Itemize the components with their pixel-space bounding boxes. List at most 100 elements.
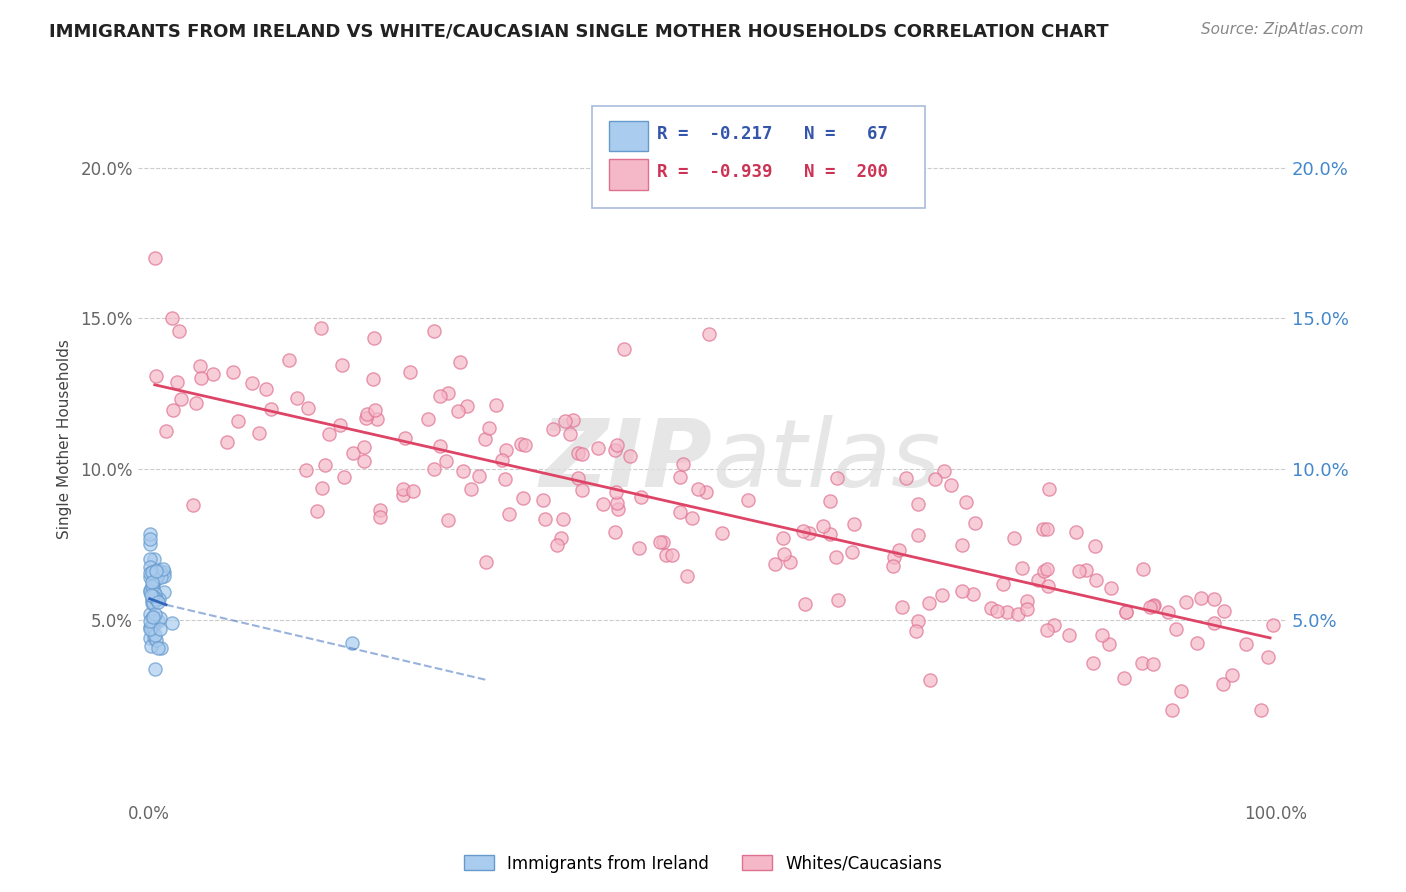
Point — [688, 482, 710, 496]
Point — [447, 404, 470, 418]
Point — [512, 491, 534, 505]
Point — [353, 440, 375, 454]
Point — [422, 462, 444, 476]
Point — [1067, 564, 1090, 578]
Point — [145, 564, 167, 578]
Point — [1142, 657, 1164, 671]
Point — [423, 325, 446, 339]
Point — [918, 673, 941, 688]
Point — [141, 611, 163, 625]
Point — [141, 566, 163, 581]
Point — [363, 331, 385, 345]
Point — [226, 415, 249, 429]
Point — [567, 471, 589, 485]
Point — [1212, 677, 1234, 691]
Point — [1257, 649, 1279, 664]
Point — [202, 367, 225, 381]
Point — [340, 636, 363, 650]
Point — [142, 615, 165, 629]
Point — [474, 432, 496, 446]
Point — [605, 485, 627, 500]
Point — [1084, 574, 1107, 588]
Point — [141, 610, 163, 624]
Point — [311, 481, 333, 495]
Point — [907, 497, 929, 511]
Point — [1036, 623, 1059, 637]
Point — [567, 446, 589, 460]
Point — [418, 411, 440, 425]
Point — [1213, 604, 1236, 618]
Point — [531, 492, 554, 507]
Point — [491, 453, 513, 467]
Point — [763, 557, 786, 571]
Point — [668, 469, 690, 483]
Point — [145, 592, 167, 607]
Point — [363, 403, 385, 417]
Point — [1007, 607, 1029, 621]
Point — [141, 565, 163, 579]
Point — [146, 595, 169, 609]
Text: Source: ZipAtlas.com: Source: ZipAtlas.com — [1201, 22, 1364, 37]
Point — [166, 376, 188, 390]
Point — [1115, 605, 1137, 619]
Point — [141, 596, 163, 610]
Point — [554, 414, 576, 428]
Point — [278, 353, 301, 368]
Point — [918, 596, 941, 610]
Point — [1084, 539, 1107, 553]
Point — [356, 407, 378, 421]
Point — [138, 607, 160, 621]
Point — [1032, 522, 1054, 536]
Point — [153, 585, 176, 599]
Point — [498, 508, 520, 522]
Point — [772, 531, 794, 545]
Point — [1002, 531, 1025, 545]
Point — [1220, 668, 1243, 682]
Point — [143, 587, 166, 601]
Point — [773, 547, 796, 561]
Point — [955, 495, 977, 509]
Point — [1261, 617, 1284, 632]
Point — [143, 593, 166, 607]
Point — [186, 395, 208, 409]
Point — [818, 526, 841, 541]
Point — [1234, 637, 1257, 651]
Point — [392, 488, 415, 502]
Text: atlas: atlas — [713, 415, 941, 507]
Text: ZIP: ZIP — [540, 415, 713, 507]
Point — [950, 584, 973, 599]
Point — [509, 437, 531, 451]
Point — [546, 538, 568, 552]
Point — [142, 591, 165, 606]
Point — [247, 425, 270, 440]
Point — [1098, 637, 1121, 651]
Point — [605, 524, 627, 539]
Point — [434, 453, 457, 467]
Point — [907, 615, 929, 629]
Point — [149, 564, 172, 578]
Point — [993, 576, 1015, 591]
Legend: Immigrants from Ireland, Whites/Caucasians: Immigrants from Ireland, Whites/Caucasia… — [457, 848, 949, 880]
Point — [1042, 618, 1064, 632]
Point — [513, 437, 536, 451]
Point — [1032, 564, 1054, 578]
Point — [139, 559, 162, 574]
Point — [495, 442, 517, 457]
Point — [141, 620, 163, 634]
Point — [494, 472, 516, 486]
Point — [221, 365, 243, 379]
Point — [475, 555, 498, 569]
Point — [558, 427, 581, 442]
Point — [429, 439, 451, 453]
Point — [668, 505, 690, 519]
Point — [1099, 581, 1122, 595]
Point — [950, 538, 973, 552]
Point — [468, 468, 491, 483]
Point — [392, 482, 415, 496]
Point — [697, 327, 720, 342]
Point — [924, 472, 946, 486]
Text: R =  -0.939   N =  200: R = -0.939 N = 200 — [657, 163, 889, 181]
Point — [449, 355, 471, 369]
Point — [401, 484, 423, 499]
Point — [1112, 671, 1135, 685]
